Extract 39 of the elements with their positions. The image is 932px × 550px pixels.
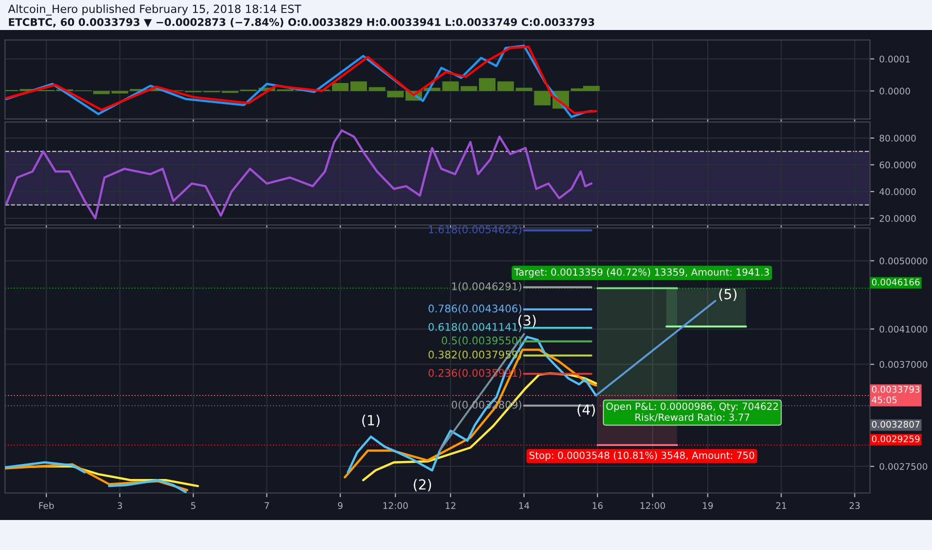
series-label: 1(0.0046291) (452, 282, 522, 292)
y-tick-label: 0.0000 (880, 88, 910, 95)
annotation: (4) (578, 404, 595, 416)
ref-line-label: 0.0033793 45:05 (872, 386, 920, 404)
annotation: (2) (414, 478, 432, 492)
y-tick-label: 80.0000 (880, 134, 916, 142)
ref-line-label: 0.0029259 (872, 435, 920, 442)
x-tick-label: 23 (850, 502, 860, 510)
annotation: Target: 0.0013359 (40.72%) 13359, Amount: 1941.3 (514, 268, 769, 278)
y-tick-label: 40.0000 (879, 188, 916, 196)
x-tick-label: 12:00 (383, 502, 408, 510)
series-label: 1.618(0.0054622) (429, 225, 522, 235)
y-tick-label: 0.0001 (880, 56, 910, 62)
annotation: (5) (719, 288, 737, 301)
annotation: (1) (362, 414, 380, 428)
chart-title: Altcoin_Hero published February 15, 2018 18:14 EST (8, 4, 302, 16)
x-tick-label: 19 (702, 502, 713, 510)
x-tick-label: 7 (264, 502, 269, 509)
x-tick-label: 3 (118, 502, 122, 510)
x-tick-label: Feb (39, 502, 54, 510)
x-tick-label: 21 (776, 502, 786, 509)
x-tick-label: 5 (191, 502, 196, 510)
y-tick-label: 0.0037000 (880, 361, 928, 368)
x-tick-label: 14 (519, 502, 530, 509)
x-tick-label: 12:00 (640, 502, 666, 510)
annotation: Open P&L: 0.0000986, Qty: 704622 Risk/Reward Ratio: 3.77 (606, 402, 778, 422)
y-tick-label: 0.0027500 (880, 463, 928, 470)
y-tick-label: 20.0000 (880, 215, 916, 222)
x-tick-label: 12 (446, 502, 456, 509)
series-label: 0.786(0.0043406) (428, 304, 522, 314)
y-tick-label: 0.0050000 (880, 258, 928, 264)
x-tick-label: 16 (592, 502, 603, 510)
chart-subtitle: ETCBTC, 60 0.0033793 ▼ −0.0002873 (−7.84%) O:0.0033829 H:0.0033941 L:0.0033749 C:0.0033793 (8, 18, 594, 28)
annotation: Stop: 0.0003548 (10.81%) 3548, Amount: 750 (530, 451, 754, 461)
ref-line-label: 0.0046166 (872, 278, 920, 286)
x-tick-label: 9 (338, 502, 343, 510)
y-tick-label: 0.0041000 (880, 326, 928, 333)
y-tick-label: 60.0000 (880, 162, 916, 168)
ref-line-label: 0.0032807 (872, 420, 920, 428)
